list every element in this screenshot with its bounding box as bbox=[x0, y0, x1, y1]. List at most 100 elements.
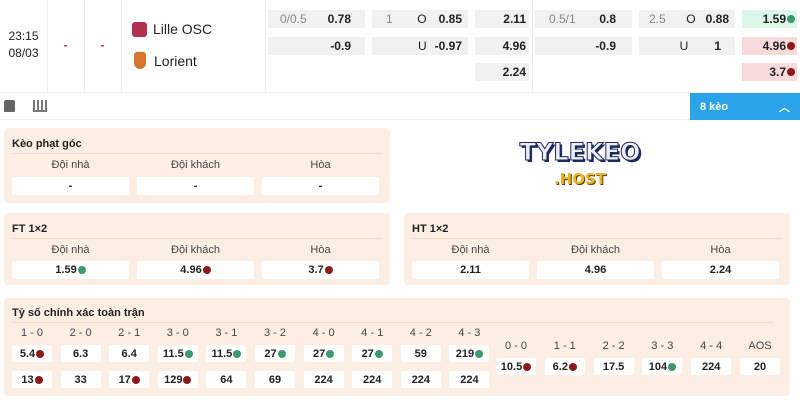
odds-value: 13 bbox=[21, 373, 34, 386]
under-odds: -0.97 bbox=[434, 39, 462, 53]
score-odds-home[interactable]: 6.4 bbox=[109, 345, 150, 362]
arrow-up-icon bbox=[668, 362, 677, 371]
arrow-down-icon bbox=[34, 375, 43, 384]
ft-1x2-odds[interactable]: 3.7 bbox=[262, 261, 379, 279]
ht-1x2-panel: HT 1×2 Đội nhà Đội khách Hòa 2.11 4.96 2… bbox=[404, 213, 790, 285]
ht-draw-odds[interactable]: 2.24 bbox=[662, 261, 779, 279]
score-odds-home[interactable]: 5.4 bbox=[12, 345, 52, 362]
score-odds-home[interactable]: 6.3 bbox=[60, 345, 101, 362]
odds-value: 6.3 bbox=[72, 347, 89, 360]
ht-away-odds[interactable]: 4.96 bbox=[537, 261, 654, 279]
score-odds-away[interactable]: 17 bbox=[109, 371, 150, 388]
away-team[interactable]: Lorient bbox=[132, 52, 197, 69]
ft-1x2-panel: FT 1×2 Đội nhà Đội khách Hòa 1.59 4.96 3.7 bbox=[4, 213, 390, 285]
corner-draw-odds[interactable]: - bbox=[262, 177, 379, 195]
panel-title: FT 1×2 bbox=[12, 223, 48, 235]
ft-1x2-home[interactable]: 2.11 bbox=[475, 10, 529, 28]
draw-score-odds[interactable]: 17.5 bbox=[593, 358, 634, 375]
score-label: 4 - 3 bbox=[458, 327, 481, 339]
home-team-name: Lille OSC bbox=[153, 21, 213, 37]
corner-panel: Kèo phạt góc Đội nhà Đội khách Hòa - - - bbox=[4, 128, 390, 203]
ft-hdp-home[interactable]: 0/0.5 0.78 bbox=[268, 10, 365, 28]
ft-ou-under[interactable]: U -0.97 bbox=[372, 37, 468, 55]
label-draw: Hòa bbox=[710, 244, 731, 256]
ft-hdp-away[interactable]: -0.9 bbox=[268, 37, 365, 55]
ht-hdp-away[interactable]: -0.9 bbox=[535, 37, 632, 55]
draw-score-odds[interactable]: 224 bbox=[691, 358, 732, 375]
odds-value: 11.5 bbox=[162, 347, 184, 360]
more-odds-button[interactable]: 8 kèo ︿ bbox=[690, 93, 800, 120]
draw-score-odds[interactable]: 104 bbox=[642, 358, 683, 375]
score-odds-away[interactable]: 224 bbox=[449, 371, 490, 388]
ft-1x2-odds[interactable]: 4.96 bbox=[137, 261, 254, 279]
score-odds-away[interactable]: 129 bbox=[157, 371, 198, 388]
ht-ou-over[interactable]: 2.5 O 0.88 bbox=[639, 10, 735, 28]
arrow-down-icon bbox=[787, 68, 795, 76]
label-away: Đội khách bbox=[571, 244, 620, 256]
score-odds-home[interactable]: 27 bbox=[303, 345, 344, 362]
ht-home-odds[interactable]: 2.11 bbox=[412, 261, 529, 279]
panel-title: Tỷ số chính xác toàn trận bbox=[12, 307, 145, 319]
under-label: U bbox=[679, 39, 689, 53]
toolbar: 8 kèo ︿ bbox=[0, 92, 800, 120]
arrow-up-icon bbox=[374, 349, 383, 358]
odds-value: 69 bbox=[268, 373, 282, 386]
draw-score-odds[interactable]: 20 bbox=[740, 358, 780, 375]
score-odds-away[interactable]: 13 bbox=[12, 371, 52, 388]
odds-value: 27 bbox=[264, 347, 277, 360]
odds-value: 17.5 bbox=[602, 360, 625, 373]
score-odds-home[interactable]: 59 bbox=[400, 345, 441, 362]
score-label: 1 - 1 bbox=[553, 340, 576, 352]
hdp-away-odds: -0.9 bbox=[330, 39, 351, 53]
odds-value: 224 bbox=[314, 373, 333, 386]
logo-wordmark: TYLEKEO bbox=[519, 138, 641, 167]
ft-ou-over[interactable]: 1 O 0.85 bbox=[372, 10, 468, 28]
correct-score-panel: Tỷ số chính xác toàn trận 1 - 0 5.4 13 2 - … bbox=[4, 298, 790, 396]
odds-value: 17 bbox=[118, 373, 131, 386]
score-odds-away[interactable]: 224 bbox=[352, 371, 393, 388]
odds-value: 104 bbox=[648, 360, 668, 373]
odds-value: 219 bbox=[455, 347, 475, 360]
corner-away-odds[interactable]: - bbox=[137, 177, 254, 195]
arrow-up-icon bbox=[184, 349, 193, 358]
odds-value: 6.4 bbox=[121, 347, 137, 360]
odds-value: 4.96 bbox=[180, 264, 202, 276]
ft-1x2-odds[interactable]: 1.59 bbox=[12, 261, 129, 279]
score-odds-away[interactable]: 33 bbox=[60, 371, 101, 388]
score-odds-home[interactable]: 27 bbox=[255, 345, 295, 362]
odds-value: 20 bbox=[753, 360, 767, 373]
ht-1x2-odds[interactable]: 1.59 bbox=[742, 10, 797, 28]
score-label: 0 - 0 bbox=[504, 340, 527, 352]
hdp-away-odds: -0.9 bbox=[595, 39, 616, 53]
odds-value: 129 bbox=[164, 373, 183, 386]
score-odds-away[interactable]: 69 bbox=[255, 371, 295, 388]
label-away: Đội khách bbox=[171, 159, 220, 171]
ht-hdp-home[interactable]: 0.5/1 0.8 bbox=[535, 10, 632, 28]
ht-1x2-odds[interactable]: 4.96 bbox=[742, 36, 797, 55]
odds-value: 27 bbox=[312, 347, 326, 360]
corner-home-odds[interactable]: - bbox=[12, 177, 129, 195]
ft-1x2-draw[interactable]: 2.24 bbox=[475, 63, 529, 81]
score-label: 3 - 0 bbox=[166, 327, 189, 339]
over-odds: 0.88 bbox=[705, 12, 729, 26]
draw-score-odds[interactable]: 6.2 bbox=[544, 358, 585, 375]
ht-1x2-odds[interactable]: 3.7 bbox=[742, 63, 797, 81]
score-odds-home[interactable]: 11.5 bbox=[206, 345, 247, 362]
score-odds-home[interactable]: 27 bbox=[352, 345, 393, 362]
score-label: AOS bbox=[748, 340, 772, 352]
score-odds-away[interactable]: 224 bbox=[400, 371, 441, 388]
score-odds-home[interactable]: 11.5 bbox=[157, 345, 198, 362]
stats-chart-icon[interactable] bbox=[33, 100, 47, 112]
score-odds-away[interactable]: 64 bbox=[206, 371, 247, 388]
draw-score-odds[interactable]: 10.5 bbox=[496, 358, 536, 375]
arrow-up-icon bbox=[233, 349, 242, 358]
home-team[interactable]: Lille OSC bbox=[132, 21, 212, 37]
match-time: 23:15 08/03 bbox=[0, 28, 47, 62]
odds-value: 11.5 bbox=[211, 347, 233, 360]
score-odds-away[interactable]: 224 bbox=[303, 371, 344, 388]
odds-value: 64 bbox=[220, 373, 233, 386]
ft-1x2-away[interactable]: 4.96 bbox=[475, 37, 529, 55]
score-odds-home[interactable]: 219 bbox=[449, 345, 490, 362]
jersey-icon[interactable] bbox=[4, 100, 15, 112]
